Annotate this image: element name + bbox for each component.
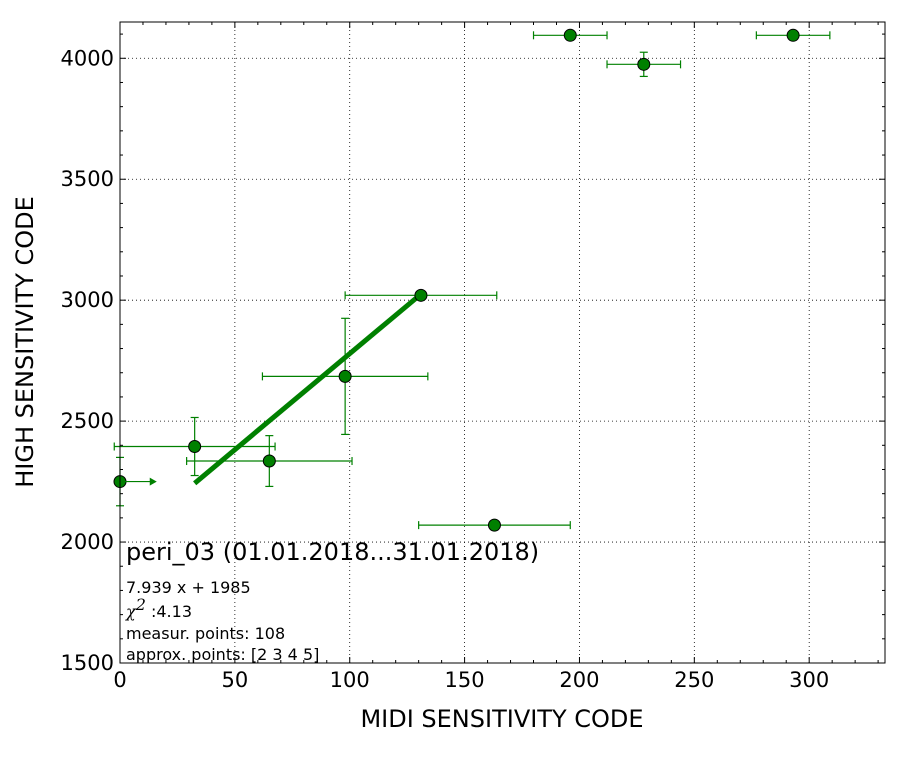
plot-frame <box>119 21 886 664</box>
arrow-head <box>149 477 157 486</box>
data-marker <box>637 57 651 71</box>
annotation-measur-points: measur. points: 108 <box>126 624 285 643</box>
data-marker <box>262 454 276 468</box>
data-point-7 <box>606 51 682 78</box>
data-point-3 <box>261 317 429 436</box>
y-tick-label: 2500 <box>61 409 114 433</box>
chi-exponent: 2 <box>135 595 146 614</box>
data-marker <box>188 440 202 454</box>
y-axis-title: HIGH SENSITIVITY CODE <box>11 196 39 488</box>
data-point-1 <box>113 416 276 477</box>
x-tick-label: 300 <box>789 668 829 692</box>
chi-value: :4.13 <box>146 602 192 621</box>
annotation-fit-equation: 7.939 x + 1985 <box>126 578 251 597</box>
data-point-2 <box>186 435 353 488</box>
data-point-6 <box>532 28 608 42</box>
data-marker <box>786 28 800 42</box>
first-point-arrow <box>120 477 157 486</box>
data-marker <box>414 288 428 302</box>
axis-ticks: 0 50 100 150 200 250 300 1500 2000 2500 3000 3500 40… <box>61 22 885 692</box>
y-tick-label: 3500 <box>61 167 114 191</box>
chi-symbol: χ <box>125 602 137 621</box>
data-marker <box>487 518 501 532</box>
y-tick-label: 4000 <box>61 46 114 70</box>
data-point-8 <box>755 28 831 42</box>
data-marker <box>563 28 577 42</box>
data-marker <box>338 369 352 383</box>
data-point-5 <box>418 518 571 532</box>
annotation-approx-points: approx. points: [2 3 4 5] <box>126 645 319 664</box>
y-tick-label: 3000 <box>61 288 114 312</box>
x-tick-label: 200 <box>559 668 599 692</box>
y-tick-label: 2000 <box>61 530 114 554</box>
x-tick-label: 150 <box>445 668 485 692</box>
grid-lines <box>120 22 885 663</box>
annotation-chi-squared: χ2 :4.13 <box>125 595 192 621</box>
data-points <box>113 28 831 532</box>
x-tick-label: 100 <box>330 668 370 692</box>
annotation-title: peri_03 (01.01.2018...31.01.2018) <box>126 538 539 566</box>
fit-line-group <box>193 292 423 486</box>
y-tick-label: 1500 <box>61 651 114 675</box>
fit-line <box>193 292 423 486</box>
data-point-4 <box>344 288 498 302</box>
x-tick-label: 50 <box>221 668 248 692</box>
x-tick-label: 250 <box>674 668 714 692</box>
x-axis-title: MIDI SENSITIVITY CODE <box>360 705 643 733</box>
x-tick-label: 0 <box>113 668 126 692</box>
